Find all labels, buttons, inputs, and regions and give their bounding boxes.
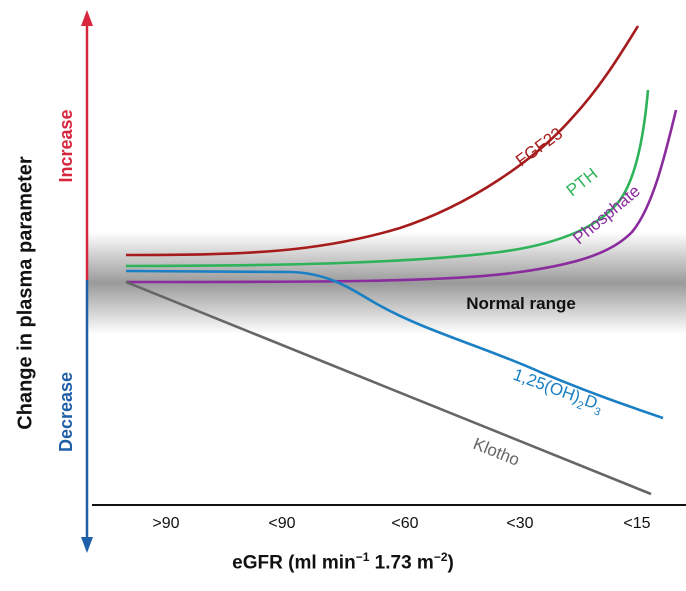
vitamin-d-label-mid: D <box>582 391 600 413</box>
vitamin-d-curve <box>125 269 664 420</box>
decrease-label: Decrease <box>56 372 76 452</box>
pth-label: PTH <box>563 164 601 200</box>
vitamin-d-label: 1,25(OH)2D3 <box>509 365 606 419</box>
x-axis-label-main: eGFR (ml min <box>232 552 356 574</box>
fgf23-label: FGF23 <box>512 124 566 170</box>
x-axis-label-exp2: −2 <box>433 550 448 564</box>
x-axis-label-end: ) <box>447 552 454 574</box>
decrease-arrowhead-icon <box>81 537 93 553</box>
x-tick-label: <30 <box>506 515 533 532</box>
vitamin-d-label-base: 1,25(OH) <box>511 365 583 407</box>
y-axis-label-text: Change in plasma parameter <box>14 156 37 430</box>
x-tick-label: <90 <box>268 515 295 532</box>
x-axis-label: eGFR (ml min−1 1.73 m−2) <box>0 550 686 574</box>
y-axis-label: Change in plasma parameter <box>6 0 46 586</box>
vitamin-d-label-sub2: 3 <box>592 405 602 418</box>
vitamin-d-label-sub1: 2 <box>575 399 585 412</box>
fgf23-curve <box>125 25 640 257</box>
x-tick-label: >90 <box>152 515 179 532</box>
normal-range-label: Normal range <box>466 294 576 313</box>
increase-label: Increase <box>56 109 76 182</box>
x-tick-label: <60 <box>391 515 418 532</box>
x-axis-label-exp1: −1 <box>355 550 370 564</box>
x-axis-label-mid: 1.73 m <box>369 552 434 574</box>
x-tick-label: <15 <box>623 515 650 532</box>
klotho-curve <box>125 280 652 496</box>
pth-curve <box>125 89 650 268</box>
increase-arrowhead-icon <box>81 10 93 26</box>
phosphate-curve <box>125 109 678 284</box>
